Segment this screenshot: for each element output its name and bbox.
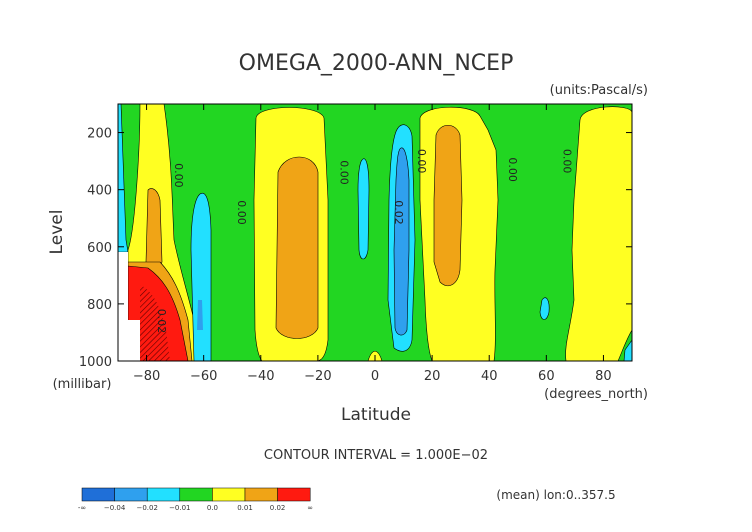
x-tick-label: 40	[481, 369, 498, 384]
contour-interval-label: CONTOUR INTERVAL = 1.000E−02	[264, 448, 488, 463]
x-tick-label: 20	[424, 369, 441, 384]
y-tick-label: 200	[87, 127, 112, 142]
colorbar: -∞ −0.04 −0.02 −0.01 0.0 0.01 0.02 ∞	[78, 487, 313, 512]
x-axis-units: (degrees_north)	[544, 387, 648, 402]
x-axis: −80 −60 −40 −20 0 20 40 60 80	[133, 104, 612, 384]
colorbar-label: −0.04	[104, 504, 126, 512]
colorbar-label: −0.01	[169, 504, 190, 512]
cyan-region-north-corner	[623, 339, 632, 361]
missing-data-patch	[118, 252, 128, 361]
cyan-region-60s	[190, 192, 212, 361]
colorbar-label: -∞	[78, 504, 86, 512]
contour-label: 0.02	[392, 200, 405, 225]
cyan-dot-55n	[539, 297, 550, 320]
contour-label: 0.00	[235, 200, 248, 225]
contour-label: 0.02	[155, 309, 168, 334]
colorbar-swatch	[277, 487, 311, 502]
x-tick-label: 0	[371, 369, 379, 384]
cyan-region-polar	[118, 104, 129, 253]
chart-title: OMEGA_2000-ANN_NCEP	[239, 51, 514, 76]
y-tick-label: 800	[87, 298, 112, 313]
colorbar-swatch	[244, 487, 278, 502]
y-axis-label: Level	[47, 210, 67, 255]
colorbar-swatch	[212, 487, 246, 502]
footer-note: (mean) lon:0..357.5	[496, 488, 615, 502]
yellow-region-north-polar	[565, 106, 632, 361]
contour-label: 0.00	[415, 149, 428, 174]
orange-region-subtropics-north	[433, 124, 463, 286]
y-axis-units: (millibar)	[53, 377, 112, 392]
blue-region-itcz	[393, 147, 410, 336]
x-tick-label: −40	[247, 369, 274, 384]
x-tick-label: −20	[304, 369, 331, 384]
x-tick-label: −80	[133, 369, 160, 384]
missing-data-notch	[128, 320, 140, 361]
colorbar-label: ∞	[307, 504, 313, 512]
x-tick-label: 80	[595, 369, 612, 384]
y-tick-label: 400	[87, 184, 112, 199]
units-label: (units:Pascal/s)	[550, 83, 648, 98]
cyan-region-equator-sliver	[357, 158, 370, 260]
colorbar-label: 0.02	[270, 504, 286, 512]
hatch-region-south	[140, 285, 170, 361]
y-tick-label: 1000	[79, 355, 112, 370]
contour-label: 0.00	[172, 163, 185, 188]
contour-label: 0.00	[560, 149, 573, 174]
orange-region-midsouth	[275, 156, 319, 339]
contour-label: 0.00	[506, 157, 519, 182]
colorbar-swatch	[81, 487, 115, 502]
x-axis-label: Latitude	[341, 405, 411, 425]
y-axis: 200 400 600 800 1000	[79, 127, 632, 370]
colorbar-label: 0.01	[237, 504, 253, 512]
x-tick-label: 60	[538, 369, 555, 384]
colorbar-swatch	[179, 487, 213, 502]
colorbar-swatch	[114, 487, 148, 502]
orange-region-south-upper	[145, 188, 163, 270]
x-tick-label: −60	[190, 369, 217, 384]
colorbar-swatch	[146, 487, 181, 502]
plot-area	[118, 104, 632, 361]
colorbar-label: 0.0	[207, 504, 218, 512]
blue-region-60s	[197, 300, 203, 330]
contour-label: 0.00	[338, 160, 351, 185]
contour-labels: 0.00 0.00 0.00 0.00 0.00 0.00 0.02 0.02	[155, 149, 573, 333]
y-tick-label: 600	[87, 241, 112, 256]
colorbar-label: −0.02	[136, 504, 157, 512]
